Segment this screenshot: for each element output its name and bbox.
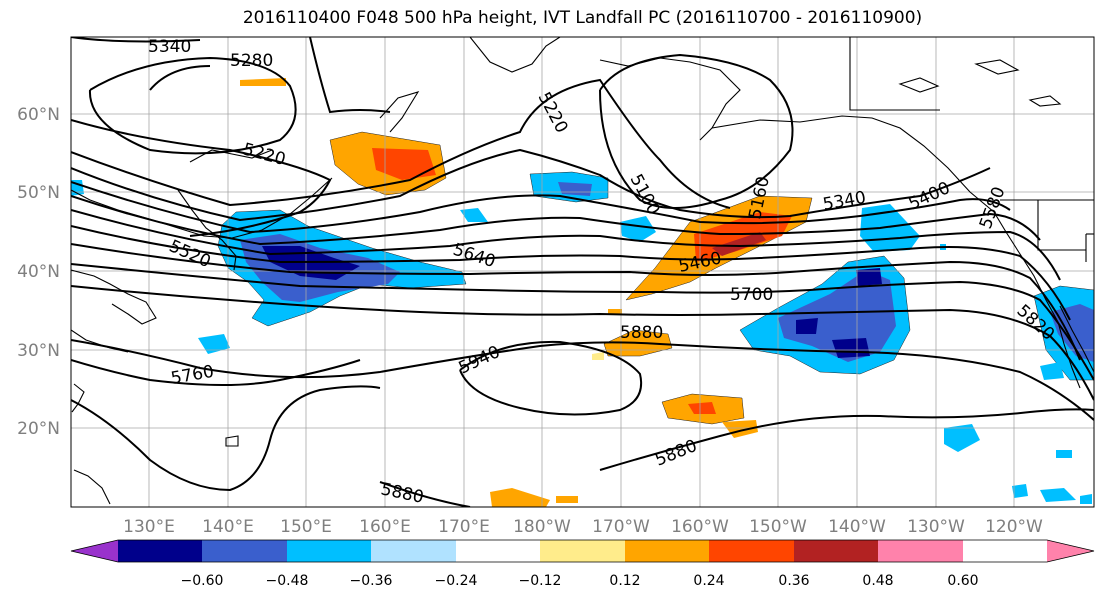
map-frame [70, 36, 1095, 508]
longitude-label: 130°W [907, 517, 965, 537]
latitude-label: 60°N [17, 105, 60, 125]
colorbar-box [118, 540, 202, 562]
longitude-label: 160°W [671, 517, 729, 537]
colorbar-box [709, 540, 794, 562]
longitude-label: 160°E [359, 517, 411, 537]
colorbar: −0.60 −0.48 −0.36 −0.24 −0.12 0.12 0.24 … [70, 539, 1095, 589]
latitude-labels: 60°N 50°N 40°N 30°N 20°N [17, 105, 60, 439]
colorbar-extend-max [1047, 540, 1094, 562]
colorbar-tick-label: −0.36 [350, 573, 393, 589]
map-title: 2016110400 F048 500 hPa height, IVT Land… [242, 8, 923, 28]
contour-label: 5700 [730, 285, 773, 305]
contour-label: 5880 [620, 323, 663, 343]
colorbar-tick-label: −0.12 [519, 573, 562, 589]
colorbar-box [202, 540, 287, 562]
colorbar-tick-label: −0.60 [181, 573, 224, 589]
contour-label: 5340 [148, 37, 191, 57]
colorbar-tick-label: 0.12 [609, 573, 640, 589]
colorbar-box [794, 540, 878, 562]
coastlines [71, 37, 1094, 505]
colorbar-box [540, 540, 625, 562]
longitude-label: 150°W [749, 517, 807, 537]
colorbar-box [371, 540, 456, 562]
colorbar-box [456, 540, 540, 562]
longitude-label: 130°E [123, 517, 175, 537]
latitude-label: 40°N [17, 262, 60, 282]
colorbar-boxes [118, 540, 963, 562]
colorbar-tick-label: −0.24 [435, 573, 478, 589]
latitude-label: 30°N [17, 341, 60, 361]
latitude-label: 20°N [17, 419, 60, 439]
height-contours [71, 37, 1094, 507]
colorbar-tick-label: 0.24 [693, 573, 724, 589]
colorbar-extend-min [71, 540, 118, 562]
colorbar-box [625, 540, 709, 562]
longitude-label: 170°W [592, 517, 650, 537]
longitude-labels: 130°E 140°E 150°E 160°E 170°E 180°W 170°… [123, 517, 1043, 537]
contour-label: 5280 [230, 51, 273, 71]
longitude-label: 140°W [828, 517, 886, 537]
colorbar-tick-label: 0.60 [947, 573, 978, 589]
colorbar-box [878, 540, 963, 562]
longitude-label: 180°W [513, 517, 571, 537]
longitude-label: 150°E [280, 517, 332, 537]
latitude-label: 50°N [17, 183, 60, 203]
colorbar-ticks: −0.60 −0.48 −0.36 −0.24 −0.12 0.12 0.24 … [181, 573, 979, 589]
colorbar-outline [70, 539, 1095, 563]
colorbar-tick-label: −0.48 [266, 573, 309, 589]
longitude-label: 140°E [202, 517, 254, 537]
colorbar-tick-label: 0.48 [862, 573, 893, 589]
colorbar-tick-label: 0.36 [778, 573, 809, 589]
longitude-label: 170°E [438, 517, 490, 537]
longitude-label: 120°W [985, 517, 1043, 537]
colorbar-box [287, 540, 371, 562]
